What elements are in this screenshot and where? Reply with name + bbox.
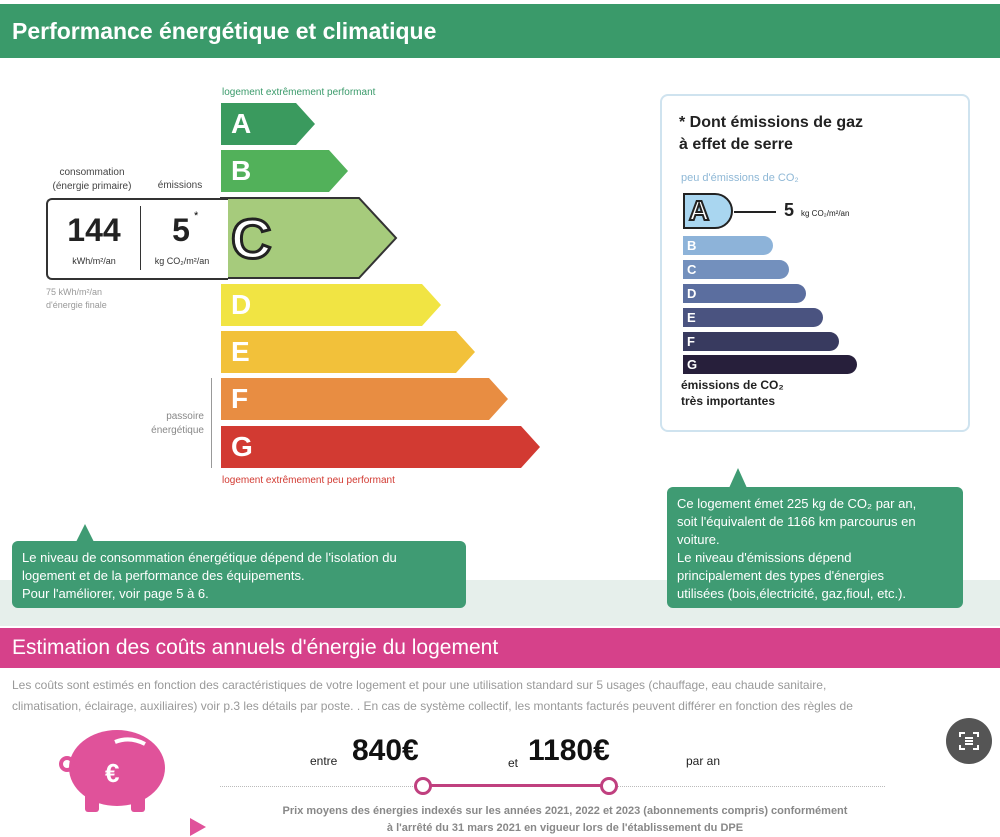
energy-class-c: C xyxy=(221,198,395,278)
ges-panel xyxy=(660,94,970,432)
consumption-unit: kWh/m²/an xyxy=(72,256,116,266)
passoire-label: passoire énergétique xyxy=(151,411,204,436)
ges-value: 5 xyxy=(784,200,795,220)
svg-text:€: € xyxy=(105,758,119,788)
energy-class-letter: D xyxy=(231,289,252,320)
ges-class-g: G xyxy=(683,355,857,374)
ges-class-b: B xyxy=(683,236,773,255)
energy-class-a: A xyxy=(221,103,315,145)
energy-bottom-label: logement extrêmement peu performant xyxy=(222,475,395,486)
energy-class-letter: C xyxy=(229,205,272,271)
energy-class-letter: B xyxy=(231,155,252,186)
ges-class-e: E xyxy=(683,308,823,327)
ges-class-f: F xyxy=(683,332,839,351)
cost-and-label: et xyxy=(508,756,519,770)
energy-top-label: logement extrêmement performant xyxy=(222,87,376,98)
ges-bottom-label: émissions de CO₂ très importantes xyxy=(681,378,784,408)
ges-top-label: peu d'émissions de CO₂ xyxy=(681,172,799,184)
consumption-box xyxy=(46,198,228,280)
scan-text-button[interactable] xyxy=(946,718,992,764)
bubble-consumption-info: Le niveau de consommation énergétique dé… xyxy=(12,541,466,608)
emissions-label: émissions xyxy=(157,180,203,191)
ges-pointer-line xyxy=(734,211,776,213)
energy-class-letter: G xyxy=(231,431,253,462)
section-header-costs: Estimation des coûts annuels d'énergie d… xyxy=(0,628,1000,668)
energy-class-letter: A xyxy=(231,108,252,139)
ges-unit: kg CO₂/m²/an xyxy=(801,209,850,218)
energy-class-d: D xyxy=(221,284,441,326)
emissions-unit: kg CO₂/m²/an xyxy=(154,256,210,266)
cost-range-line xyxy=(422,784,608,787)
cost-min: 840€ xyxy=(352,734,419,767)
consumption-value: 144 xyxy=(67,212,121,248)
energy-class-letter: F xyxy=(231,383,249,414)
cost-between-label: entre xyxy=(310,754,338,768)
energy-class-letter: E xyxy=(231,336,250,367)
energy-class-g: G xyxy=(221,426,540,468)
ges-class-a: A xyxy=(683,193,733,229)
ges-class-d: D xyxy=(683,284,806,303)
bubble-emissions-info: Ce logement émet 225 kg de CO₂ par an, so… xyxy=(667,487,963,608)
energy-class-e: E xyxy=(221,331,475,373)
bubble-right-pointer xyxy=(729,468,747,488)
bubble-left-pointer xyxy=(76,524,94,542)
box-divider xyxy=(140,206,141,270)
ges-class-c: C xyxy=(683,260,789,279)
final-energy-label: 75 kWh/m²/an d'énergie finale xyxy=(46,287,107,310)
energy-class-b: B xyxy=(221,150,348,192)
cost-per-year: par an xyxy=(686,754,721,768)
cost-note: Prix moyens des énergies indexés sur les… xyxy=(282,805,848,834)
current-class-outline xyxy=(220,197,398,279)
ges-title: * Dont émissions de gaz à effet de serre xyxy=(679,114,864,153)
pink-pointer xyxy=(190,818,206,836)
energy-class-f: F xyxy=(221,378,508,420)
section-header-performance: Performance énergétique et climatique xyxy=(0,4,1000,58)
cost-max-marker xyxy=(600,777,618,795)
piggy-bank-icon: € xyxy=(59,730,165,812)
consumption-label: consommation (énergie primaire) xyxy=(52,167,132,192)
emissions-value: 5 xyxy=(172,212,190,248)
cost-max: 1180€ xyxy=(528,734,610,767)
cost-min-marker xyxy=(414,777,432,795)
scan-text-icon xyxy=(959,732,979,750)
emissions-star: * xyxy=(194,210,199,222)
passoire-divider xyxy=(211,378,212,468)
costs-intro: Les coûts sont estimés en fonction des c… xyxy=(12,678,853,713)
